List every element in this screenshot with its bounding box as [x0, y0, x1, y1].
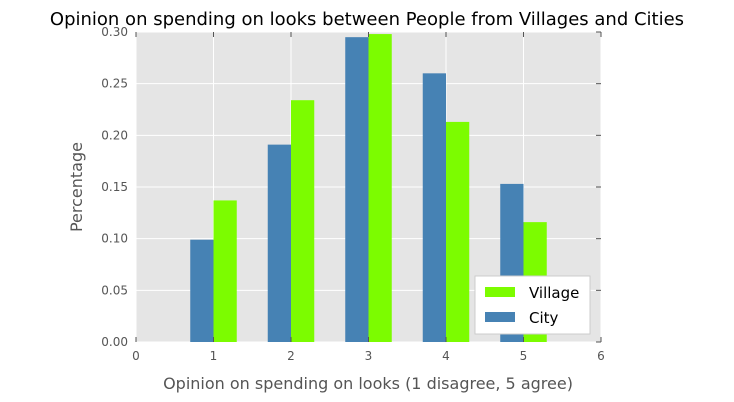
- legend-swatch-city: [485, 312, 515, 322]
- x-axis-label: Opinion on spending on looks (1 disagree…: [163, 374, 573, 393]
- bars: [190, 34, 547, 343]
- bar-city-1: [190, 239, 214, 342]
- y-tick-label: 0.30: [101, 25, 128, 39]
- y-axis-label: Percentage: [67, 142, 86, 232]
- bar-city-4: [422, 73, 446, 342]
- legend-box: [474, 275, 591, 335]
- x-tick-labels: 0 1 2 3 4 5 6: [132, 349, 605, 363]
- x-tick-label: 5: [520, 349, 528, 363]
- y-tick-label: 0.05: [101, 283, 128, 297]
- bar-city-3: [345, 37, 369, 343]
- y-tick-label: 0.25: [101, 77, 128, 91]
- bar-village-3: [368, 34, 392, 343]
- legend-label-village: Village: [529, 284, 579, 302]
- plot-area: [135, 31, 602, 343]
- x-tick-label: 2: [287, 349, 295, 363]
- legend-label-city: City: [529, 309, 559, 327]
- y-tick-label: 0.15: [101, 180, 128, 194]
- bar-village-4: [446, 121, 470, 343]
- x-tick-label: 0: [132, 349, 140, 363]
- bar-city-2: [267, 144, 291, 342]
- legend-swatch-village: [485, 287, 515, 297]
- y-tick-labels: 0.00 0.05 0.10 0.15 0.20 0.25 0.30: [101, 25, 128, 349]
- x-tick-label: 1: [210, 349, 218, 363]
- bar-village-1: [213, 200, 237, 342]
- x-tick-label: 4: [442, 349, 450, 363]
- y-tick-label: 0.20: [101, 128, 128, 142]
- tick-marks: [135, 31, 602, 343]
- bar-village-2: [291, 100, 315, 342]
- x-tick-label: 6: [597, 349, 605, 363]
- legend: Village City: [474, 275, 591, 335]
- y-tick-label: 0.00: [101, 335, 128, 349]
- x-tick-label: 3: [365, 349, 373, 363]
- y-tick-label: 0.10: [101, 232, 128, 246]
- chart-title: Opinion on spending on looks between Peo…: [50, 9, 684, 30]
